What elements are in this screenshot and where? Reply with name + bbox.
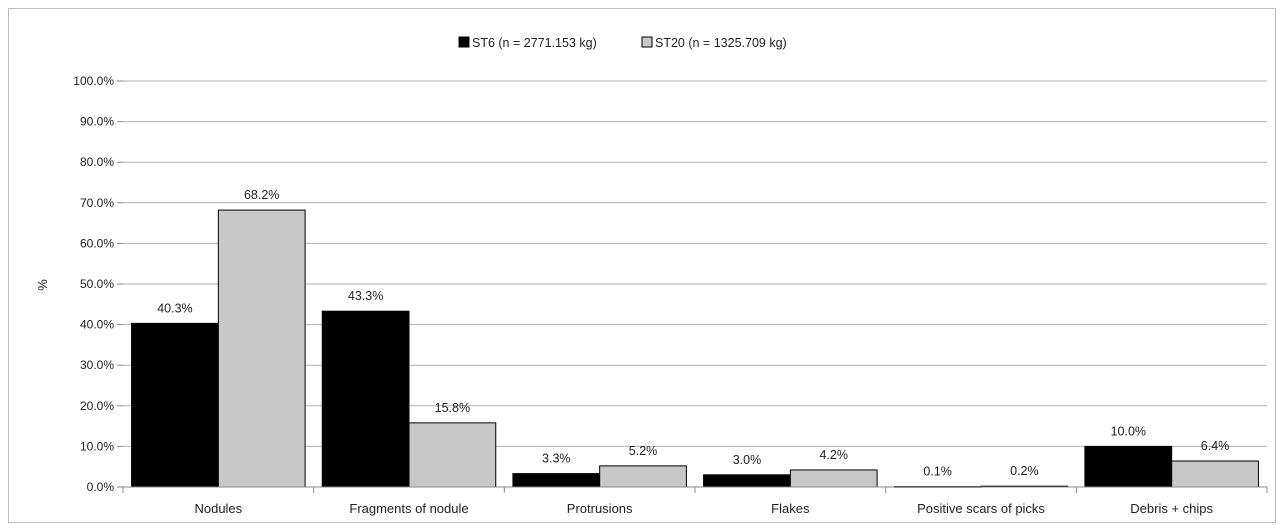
legend-label-st6: ST6 (n = 2771.153 kg) — [472, 36, 597, 50]
y-tick-label: 100.0% — [73, 74, 114, 88]
bar-st6 — [321, 310, 410, 488]
data-label: 10.0% — [1111, 424, 1146, 438]
y-axis-title: % — [35, 279, 50, 291]
data-label: 40.3% — [157, 301, 192, 315]
legend-swatch-st6 — [458, 36, 470, 48]
bar-st20 — [217, 209, 306, 488]
bars — [131, 209, 1259, 488]
x-category-label: Fragments of nodule — [349, 501, 468, 516]
gridlines — [123, 80, 1267, 447]
bar-st20 — [599, 465, 687, 488]
y-tick-label: 40.0% — [80, 318, 114, 332]
data-label: 0.1% — [923, 465, 952, 479]
y-tick-label: 80.0% — [80, 155, 114, 169]
x-category-label: Nodules — [194, 501, 242, 516]
data-label: 4.2% — [819, 448, 848, 462]
chart-frame: 0.0% 10.0% 20.0% 30.0% 40.0% 50.0% 60.0% 70.0% 8… — [8, 8, 1276, 523]
bar-st6 — [1084, 445, 1173, 488]
data-label: 3.0% — [733, 453, 762, 467]
y-tick-label: 20.0% — [80, 399, 114, 413]
y-tick-label: 10.0% — [80, 439, 114, 453]
y-tick-label: 90.0% — [80, 115, 114, 129]
bar-st6 — [512, 473, 601, 488]
bar-chart: 0.0% 10.0% 20.0% 30.0% 40.0% 50.0% 60.0% 70.0% 8… — [35, 36, 1268, 516]
y-tick-label: 30.0% — [80, 358, 114, 372]
y-tick-label: 50.0% — [80, 277, 114, 291]
bar-st6 — [131, 322, 219, 488]
bar-st6 — [703, 474, 791, 488]
x-category-label: Protrusions — [567, 501, 633, 516]
data-label: 43.3% — [348, 289, 383, 303]
data-label: 5.2% — [629, 444, 658, 458]
data-label: 0.2% — [1010, 464, 1039, 478]
y-tick-label: 60.0% — [80, 236, 114, 250]
legend-swatch-st20 — [641, 36, 653, 48]
x-category-label: Positive scars of picks — [917, 501, 1045, 516]
data-label: 3.3% — [542, 452, 571, 466]
data-label: 68.2% — [244, 188, 279, 202]
legend-label-st20: ST20 (n = 1325.709 kg) — [655, 36, 787, 50]
y-axis-ticks: 0.0% 10.0% 20.0% 30.0% 40.0% 50.0% 60.0% 70.0% 8… — [73, 74, 123, 494]
data-labels: 40.3% 68.2% 43.3% 15.8% 3.3% 5.2% 3.0% 4.2% 0.1%… — [157, 188, 1229, 478]
legend: ST6 (n = 2771.153 kg) ST20 (n = 1325.709 … — [458, 36, 787, 50]
x-category-label: Flakes — [771, 501, 810, 516]
y-tick-label: 0.0% — [87, 480, 115, 494]
data-label: 15.8% — [435, 401, 470, 415]
bar-st20 — [789, 469, 878, 488]
bar-st20 — [1171, 460, 1259, 488]
x-axis-categories: Nodules Fragments of nodule Protrusions Fla… — [122, 487, 1268, 516]
data-label: 6.4% — [1201, 439, 1230, 453]
bar-st20 — [408, 422, 497, 488]
x-category-label: Debris + chips — [1130, 501, 1213, 516]
y-tick-label: 70.0% — [80, 196, 114, 210]
